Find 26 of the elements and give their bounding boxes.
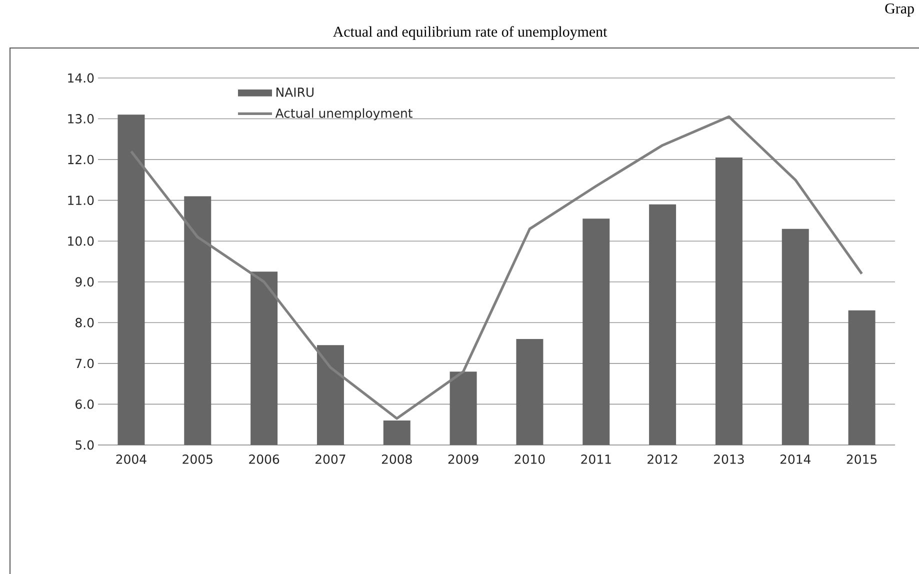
x-tick-label: 2014 xyxy=(780,454,811,464)
x-tick-label: 2013 xyxy=(714,454,744,464)
text: Grap xyxy=(885,4,914,17)
x-tick-label: 2009 xyxy=(448,454,478,464)
x-tick-label: 2012 xyxy=(648,454,678,464)
y-tick-label: 8.0 xyxy=(76,318,94,328)
y-tick-label: 14.0 xyxy=(68,73,94,83)
y-tick-label: 10.0 xyxy=(68,236,94,246)
y-tick-label: 12.0 xyxy=(68,154,94,164)
x-tick-label: 2011 xyxy=(581,454,611,464)
y-tick-label: 11.0 xyxy=(68,196,94,206)
x-tick-label: 2006 xyxy=(249,454,280,464)
legend-label: NAIRU xyxy=(276,88,314,97)
y-tick-label: 6.0 xyxy=(76,399,94,409)
x-tick-label: 2010 xyxy=(514,454,545,464)
x-tick-label: 2005 xyxy=(182,454,212,464)
y-tick-label: 9.0 xyxy=(75,277,94,287)
x-tick-label: 2008 xyxy=(382,454,412,464)
x-tick-label: 2007 xyxy=(316,454,346,464)
y-tick-label: 7.0 xyxy=(76,358,94,368)
y-tick-label: 13.0 xyxy=(68,114,94,124)
legend-label: Actual unemployment xyxy=(275,108,412,120)
x-tick-label: 2004 xyxy=(116,454,146,464)
y-tick-label: 5.0 xyxy=(76,440,94,450)
chart-title: Actual and equilibrium rate of unemployment xyxy=(332,26,608,40)
x-tick-label: 2015 xyxy=(846,454,877,464)
